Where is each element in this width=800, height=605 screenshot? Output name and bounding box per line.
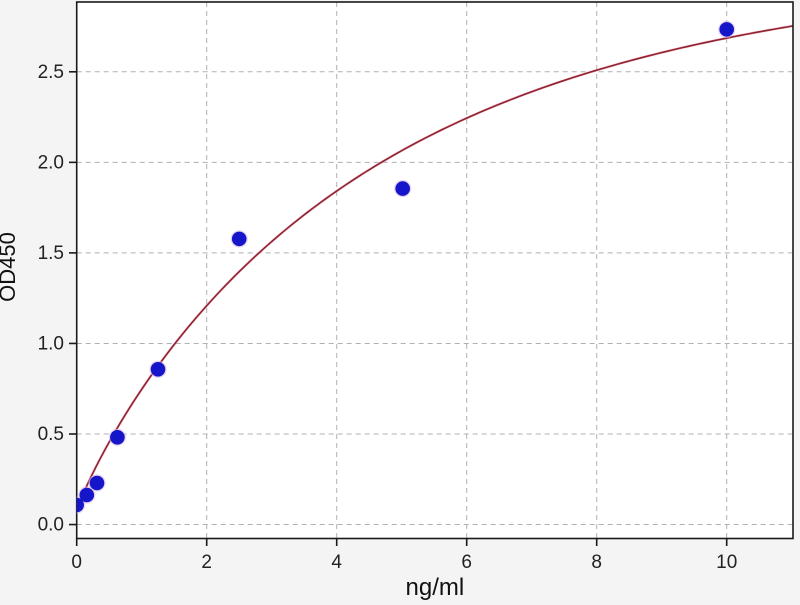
svg-text:0.5: 0.5 [38, 424, 64, 445]
svg-text:8: 8 [591, 552, 602, 573]
svg-text:1.0: 1.0 [38, 334, 64, 355]
svg-text:10: 10 [716, 552, 737, 573]
svg-text:2: 2 [201, 552, 212, 573]
svg-text:OD450: OD450 [0, 232, 20, 302]
svg-text:4: 4 [331, 552, 342, 573]
svg-text:ng/ml: ng/ml [406, 574, 465, 600]
svg-text:0: 0 [71, 552, 82, 573]
svg-text:1.5: 1.5 [38, 243, 64, 264]
svg-text:2.5: 2.5 [38, 62, 64, 83]
svg-text:0.0: 0.0 [38, 515, 64, 536]
svg-text:6: 6 [461, 552, 472, 573]
svg-text:2.0: 2.0 [38, 153, 64, 174]
